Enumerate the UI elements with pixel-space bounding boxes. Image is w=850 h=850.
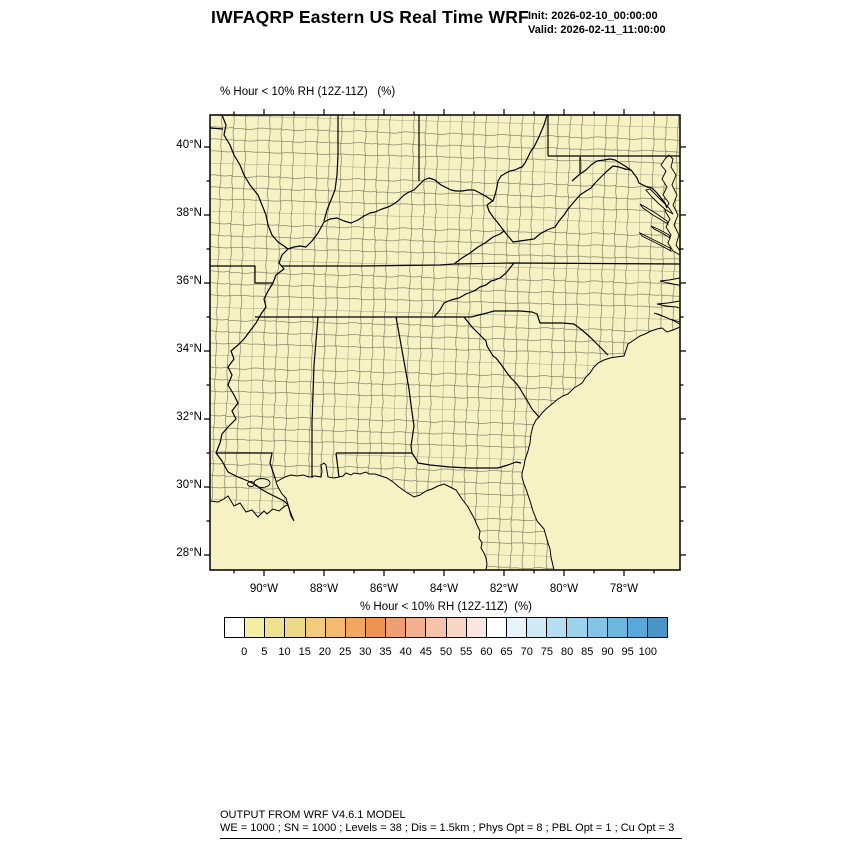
axis-ticks [204,109,686,576]
colorbar-segment [547,618,568,637]
colorbar-segment [225,618,246,637]
lat-tick-label: 32°N [176,411,202,423]
init-time: Init: 2026-02-10_00:00:00 [528,10,658,22]
lat-tick-label: 36°N [176,275,202,287]
colorbar-segment [627,618,648,637]
map-area: 40°N 38°N 36°N 34°N 32°N 30°N 28°N 90°W 88°W 86°… [176,109,686,595]
colorbar-tick-label: 50 [439,646,453,658]
map-svg [204,109,686,576]
colorbar-segment [607,618,628,637]
colorbar-segment [486,618,507,637]
colorbar-segment [365,618,387,637]
colorbar-tick-label: 95 [621,646,634,658]
colorbar-tick-label: 40 [399,646,412,658]
lat-tick-label: 30°N [176,479,202,491]
colorbar-segment [305,618,326,637]
lon-tick-label: 86°W [369,583,399,595]
colorbar-segment [245,618,266,637]
colorbar-tick-label: 90 [601,646,614,658]
colorbar-segment [265,618,286,637]
atlantic-ocean-water [521,326,681,571]
page-title: IWFAQRP Eastern US Real Time WRF [211,7,529,27]
colorbar-segment [285,618,306,637]
colorbar-tick-label: 70 [520,646,533,658]
colorbar-segment [587,618,608,637]
colorbar-tick-label: 25 [338,646,352,658]
potomac-river [645,188,674,215]
colorbar [224,617,668,638]
colorbar-tick-label: 100 [638,646,657,658]
colorbar-tick-label: 20 [318,646,332,658]
colorbar-segment [426,618,447,637]
lon-tick-label: 82°W [489,583,519,595]
state-borders [209,114,681,506]
lon-tick-label: 80°W [549,583,579,595]
colorbar-tick-label: 0 [241,646,248,658]
lon-tick-label: 90°W [249,583,279,595]
footer-rule [220,838,682,839]
field-label: % Hour < 10% RH (12Z-11Z) (%) [220,86,396,98]
colorbar-segment [647,618,668,637]
colorbar-tick-label: 55 [460,646,473,658]
lon-tick-label: 88°W [309,583,339,595]
colorbar-segment [527,618,548,637]
james-river [638,231,672,252]
colorbar-tick-label: 45 [419,646,432,658]
colorbar-title: % Hour < 10% RH (12Z-11Z) (%) [359,601,532,613]
lat-tick-label: 38°N [176,207,202,219]
lat-tick-label: 40°N [176,139,202,151]
colorbar-segment [386,618,407,637]
colorbar-tick-label: 5 [261,646,268,658]
colorbar-tick-label: 80 [560,646,574,658]
colorbar-segment [446,618,467,637]
york-river [650,225,671,240]
gulf-of-mexico-water [209,462,488,571]
lon-tick-label: 78°W [609,583,639,595]
colorbar-segment [506,618,528,637]
rappahannock-river [639,203,669,226]
colorbar-tick-label: 35 [379,646,392,658]
footer-config-line: WE = 1000 ; SN = 1000 ; Levels = 38 ; Di… [220,822,675,834]
lon-tick-label: 84°W [429,583,459,595]
colorbar-segment [466,618,487,637]
chesapeake-bay [638,154,681,256]
map-frame [209,114,681,571]
colorbar-tick-label: 10 [278,646,291,658]
colorbar-segment [406,618,427,637]
colorbar-tick-label: 65 [500,646,513,658]
run-times: Init: 2026-02-10_00:00:00 Valid: 2026-02… [528,9,666,37]
colorbar-tick-label: 15 [298,646,311,658]
lat-tick-label: 28°N [176,547,202,559]
valid-time: Valid: 2026-02-11_11:00:00 [528,24,666,36]
colorbar-segment [325,618,346,637]
colorbar-segment [345,618,366,637]
colorbar-tick-label: 30 [359,646,372,658]
colorbar-ticks: 0 5 10 15 20 25 30 35 40 45 50 55 60 65 70 75 80 85 90 95 10… [224,646,668,660]
louisiana-lakes [247,478,271,488]
lat-tick-label: 34°N [176,343,202,355]
colorbar-tick-label: 85 [581,646,594,658]
colorbar-tick-label: 60 [480,646,493,658]
footer-model-line: OUTPUT FROM WRF V4.6.1 MODEL [220,809,406,821]
colorbar-segment [567,618,588,637]
colorbar-tick-label: 75 [540,646,554,658]
